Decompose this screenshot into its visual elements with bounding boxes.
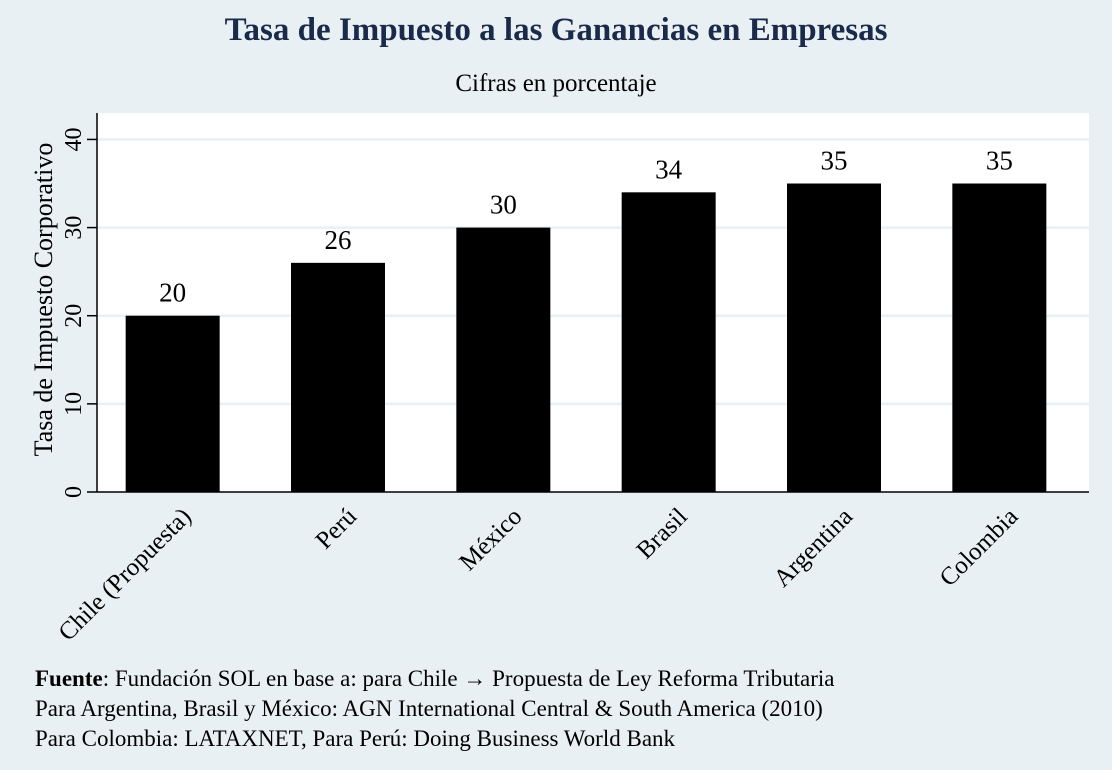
plot-area bbox=[97, 113, 1089, 492]
source-line-3: Para Colombia: LATAXNET, Para Perú: Doin… bbox=[35, 726, 676, 751]
y-tick-label: 10 bbox=[61, 392, 87, 416]
data-label: 20 bbox=[159, 278, 186, 308]
bar bbox=[291, 262, 385, 492]
bar bbox=[952, 183, 1047, 492]
category-label: Argentina bbox=[769, 503, 858, 592]
data-label: 35 bbox=[986, 146, 1013, 176]
source-line-1: : Fundación SOL en base a: para Chile → … bbox=[102, 666, 835, 691]
category-label: Colombia bbox=[935, 503, 1024, 592]
category-label: Perú bbox=[311, 503, 363, 555]
data-label: 26 bbox=[325, 225, 352, 255]
data-label: 30 bbox=[490, 190, 517, 220]
y-tick-label: 30 bbox=[61, 216, 87, 240]
bar bbox=[621, 192, 716, 493]
source-line-2: Para Argentina, Brasil y México: AGN Int… bbox=[35, 696, 823, 721]
category-label: México bbox=[454, 503, 527, 576]
source-label: Fuente bbox=[35, 666, 103, 691]
bar bbox=[456, 227, 551, 492]
y-tick-label: 0 bbox=[61, 486, 87, 498]
source-note: Fuente: Fundación SOL en base a: para Ch… bbox=[35, 664, 835, 754]
data-label: 34 bbox=[655, 154, 683, 184]
bar bbox=[125, 315, 220, 492]
chart-title: Tasa de Impuesto a las Ganancias en Empr… bbox=[224, 12, 888, 48]
bar bbox=[787, 183, 881, 492]
chart-subtitle: Cifras en porcentaje bbox=[455, 70, 657, 97]
category-label: Brasil bbox=[631, 503, 692, 564]
y-tick-label: 40 bbox=[61, 127, 87, 151]
category-label: Chile (Propuesta) bbox=[53, 503, 196, 646]
data-label: 35 bbox=[821, 146, 848, 176]
y-tick-label: 20 bbox=[61, 304, 87, 328]
y-axis-label: Tasa de Impuesto Corporativo bbox=[29, 143, 58, 457]
